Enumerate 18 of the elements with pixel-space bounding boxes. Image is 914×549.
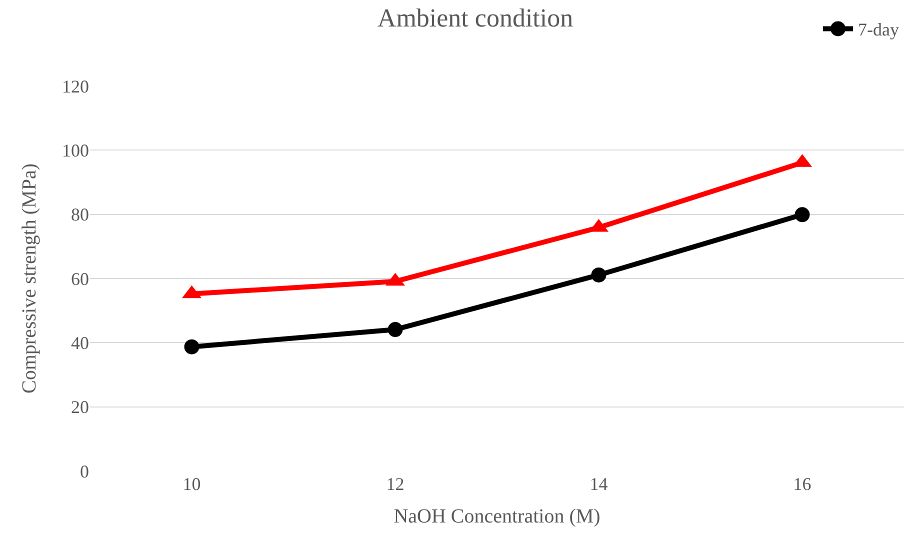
x-tick-label: 16 — [793, 474, 812, 494]
legend-label: 7-day — [858, 20, 899, 40]
y-tick-label: 120 — [62, 76, 89, 96]
point — [388, 322, 403, 338]
y-tick-label: 0 — [80, 461, 89, 482]
x-axis-title: NaOH Concentration (M) — [394, 506, 600, 528]
x-tick-label: 12 — [386, 474, 404, 494]
x-tick-label: 10 — [182, 474, 201, 494]
y-tick-label: 40 — [71, 332, 89, 353]
y-tick-label: 60 — [71, 268, 89, 289]
y-tick-label: 100 — [62, 140, 89, 160]
point — [591, 267, 606, 282]
x-tick-label: 14 — [590, 474, 608, 494]
y-tick-label: 20 — [71, 397, 89, 418]
y-tick-label: 80 — [71, 204, 89, 225]
y-axis-title: Compressive strength (MPa) — [18, 164, 40, 394]
point — [184, 339, 200, 354]
chart-title: Ambient condition — [377, 3, 574, 32]
